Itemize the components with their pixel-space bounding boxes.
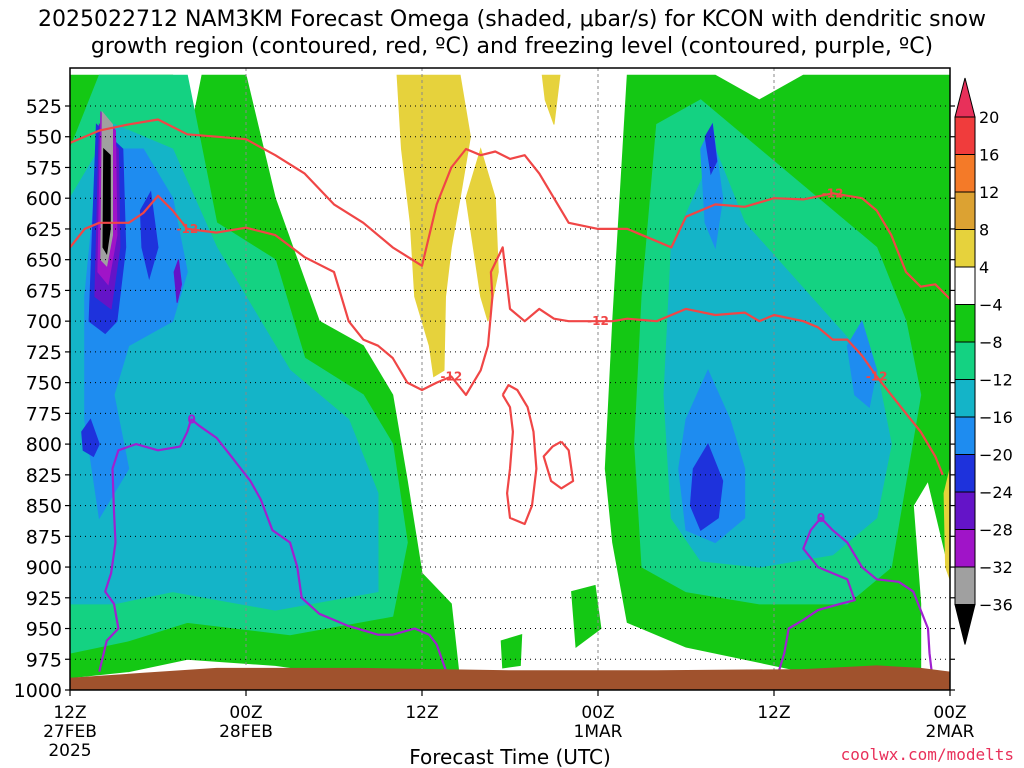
dgz-contour-label: -12 bbox=[587, 314, 609, 328]
x-tick-label: 12Z bbox=[405, 703, 438, 723]
y-tick-label: 975 bbox=[26, 649, 62, 671]
x-tick-label: 27FEB bbox=[43, 722, 97, 742]
omega-region-16 bbox=[704, 122, 718, 176]
y-tick-label: 775 bbox=[26, 403, 62, 425]
colorbar-label: −12 bbox=[979, 371, 1013, 390]
x-tick-label: 28FEB bbox=[219, 722, 273, 742]
dgz-contour-label: -12 bbox=[176, 222, 198, 236]
colorbar-label: −8 bbox=[979, 333, 1003, 352]
dgz-contour-label: -12 bbox=[866, 369, 888, 383]
dgz-contour-line-1 bbox=[70, 194, 944, 476]
y-tick-label: 525 bbox=[26, 96, 62, 118]
y-tick-label: 925 bbox=[26, 588, 62, 610]
omega-region-24 bbox=[541, 74, 561, 125]
watermark: coolwx.com/modelts bbox=[841, 745, 1014, 764]
colorbar-label: −20 bbox=[979, 446, 1013, 465]
omega-shading bbox=[70, 74, 950, 679]
x-tick-label: 12Z bbox=[53, 703, 86, 723]
freezing-contour-label: 0 bbox=[188, 413, 196, 427]
colorbar-segment bbox=[954, 491, 976, 530]
dgz-contour-label: -12 bbox=[440, 369, 462, 383]
colorbar-segment bbox=[954, 529, 976, 568]
colorbar-label: −4 bbox=[979, 296, 1003, 315]
colorbar-bottom-arrow bbox=[954, 604, 976, 645]
x-tick-label: 1MAR bbox=[574, 722, 623, 742]
y-tick-label: 850 bbox=[26, 496, 62, 518]
omega-region-18 bbox=[173, 259, 183, 303]
colorbar-label: 4 bbox=[979, 258, 989, 277]
colorbar-top-arrow bbox=[954, 77, 976, 118]
freezing-contour-label: 0 bbox=[817, 511, 825, 525]
colorbar-label: −28 bbox=[979, 521, 1013, 540]
colorbar-label: −24 bbox=[979, 483, 1013, 502]
colorbar-segment bbox=[954, 566, 976, 605]
y-tick-label: 950 bbox=[26, 619, 62, 641]
x-tick-label: 12Z bbox=[757, 703, 790, 723]
colorbar-label: 8 bbox=[979, 221, 989, 240]
colorbar-segment bbox=[954, 341, 976, 380]
y-tick-label: 800 bbox=[26, 434, 62, 456]
colorbar-segment bbox=[954, 379, 976, 418]
colorbar-segment bbox=[954, 266, 976, 305]
y-axis-ticks: 525 550 575 600 625 650 675 700 725 750 775 800 825 8… bbox=[14, 96, 955, 702]
freezing-contour-line-0 bbox=[98, 418, 450, 679]
x-tick-label: 00Z bbox=[581, 703, 614, 723]
colorbar-segment bbox=[954, 154, 976, 193]
colorbar-label: −36 bbox=[979, 596, 1013, 615]
omega-region-25 bbox=[943, 468, 950, 580]
omega-region-11 bbox=[846, 319, 878, 409]
y-tick-label: 675 bbox=[26, 280, 62, 302]
omega-region-13 bbox=[81, 418, 100, 458]
y-tick-label: 875 bbox=[26, 526, 62, 548]
x-tick-label: 00Z bbox=[229, 703, 262, 723]
y-tick-label: 900 bbox=[26, 557, 62, 579]
colorbar: 20 16 12 8 4 −4 −8 −12 −16 −20 −24 −28 −32 −36 bbox=[954, 77, 1013, 645]
y-tick-label: 650 bbox=[26, 250, 62, 272]
x-tick-label: 00Z bbox=[933, 703, 966, 723]
colorbar-label: −32 bbox=[979, 558, 1013, 577]
colorbar-segment bbox=[954, 116, 976, 155]
freezing-contour-line-1 bbox=[775, 516, 934, 679]
colorbar-segment bbox=[954, 229, 976, 268]
y-tick-label: 600 bbox=[26, 188, 62, 210]
omega-region-14 bbox=[139, 190, 159, 281]
y-tick-label: 1000 bbox=[14, 680, 62, 702]
colorbar-label: 20 bbox=[979, 108, 999, 127]
freezing-level-contours: 00 bbox=[98, 413, 934, 679]
colorbar-segment bbox=[954, 416, 976, 455]
y-tick-label: 750 bbox=[26, 373, 62, 395]
chart-title-line1: 2025022712 NAM3KM Forecast Omega (shaded… bbox=[38, 7, 986, 32]
terrain-fill bbox=[70, 665, 950, 690]
chart-title-line2: growth region (contoured, red, ºC) and f… bbox=[91, 34, 933, 59]
plot-area: -12-12-12-12-12 00 bbox=[70, 68, 950, 690]
colorbar-label: 16 bbox=[979, 146, 999, 165]
y-tick-label: 725 bbox=[26, 342, 62, 364]
dgz-contour-line-2 bbox=[501, 384, 538, 526]
dendritic-growth-contours: -12 -12 -12 -12 -12 bbox=[70, 118, 950, 526]
y-tick-label: 825 bbox=[26, 465, 62, 487]
x-tick-label: 2MAR bbox=[926, 722, 975, 742]
omega-region-21 bbox=[102, 147, 111, 255]
y-tick-label: 550 bbox=[26, 127, 62, 149]
x-axis-label: Forecast Time (UTC) bbox=[409, 745, 611, 768]
colorbar-segment bbox=[954, 454, 976, 493]
plot-frame bbox=[69, 67, 951, 691]
omega-region-3 bbox=[500, 634, 523, 669]
dgz-contour-line-0 bbox=[70, 118, 950, 300]
colorbar-label: 12 bbox=[979, 183, 999, 202]
colorbar-label: −16 bbox=[979, 408, 1013, 427]
colorbar-segment bbox=[954, 304, 976, 343]
y-tick-label: 575 bbox=[26, 157, 62, 179]
dgz-contour-label: -12 bbox=[822, 186, 844, 200]
y-tick-label: 625 bbox=[26, 219, 62, 241]
dgz-contour-line-3 bbox=[542, 440, 575, 490]
x-tick-label: 2025 bbox=[48, 741, 91, 761]
colorbar-segment bbox=[954, 191, 976, 230]
y-tick-label: 700 bbox=[26, 311, 62, 333]
